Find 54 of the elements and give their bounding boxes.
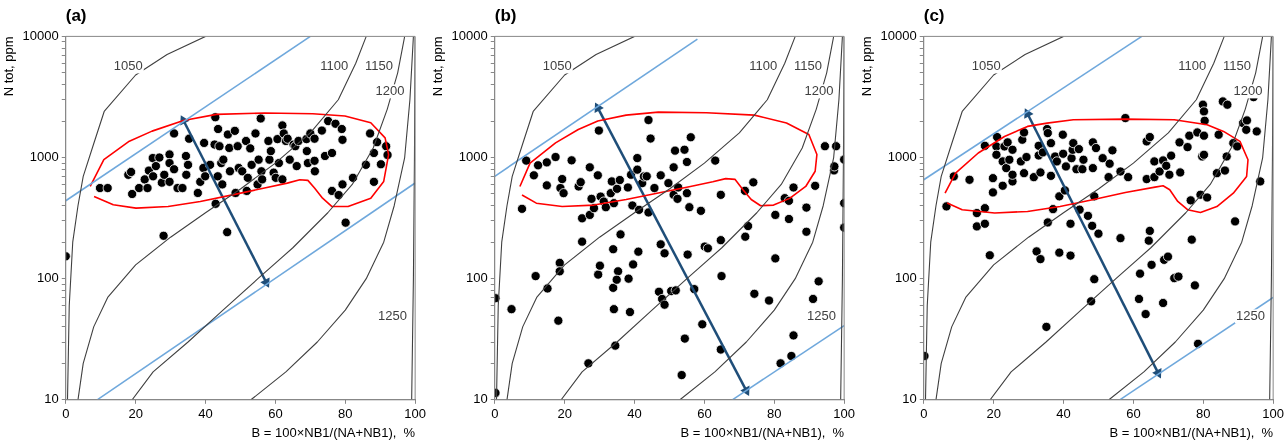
series-label: 1050 [113,57,143,73]
x-tick-label: 20 [557,406,572,422]
series-label: 1200 [804,82,834,98]
x-tick-label: 60 [268,406,283,422]
series-label: 1200 [375,82,405,98]
series-label: 1100 [1178,57,1207,73]
series-label: 1100 [749,57,778,73]
y-tick-label: 100 [466,270,488,286]
y-tick-label: 10000 [22,27,59,43]
x-tick-label: 60 [697,406,712,422]
y-tick-label: 1000 [29,149,59,165]
series-label: 1100 [320,57,349,73]
series-label: 1050 [542,57,572,73]
y-tick-label: 10000 [880,27,917,43]
series-label: 1150 [364,57,393,73]
x-tick-label: 0 [920,406,928,422]
x-tick-label: 80 [1196,406,1211,422]
x-tick-label: 80 [338,406,353,422]
chart-title: (c) [923,5,945,25]
series-label: 1150 [793,57,822,73]
x-axis-title: B = 100×NB1/(NA+NB1), % [680,424,845,440]
y-tick-label: 100 [895,270,917,286]
y-axis-title: N tot, ppm [430,36,446,97]
x-tick-label: 40 [1056,406,1071,422]
x-tick-label: 20 [128,406,143,422]
series-label: 1200 [1233,82,1263,98]
x-tick-label: 60 [1126,406,1141,422]
chart-title: (a) [65,5,87,25]
series-label: 1250 [377,307,407,323]
x-tick-label: 100 [833,406,856,422]
y-tick-label: 10 [44,391,59,407]
x-tick-label: 80 [767,406,782,422]
x-tick-label: 0 [62,406,70,422]
x-tick-label: 40 [627,406,642,422]
series-label: 1150 [1222,57,1251,73]
x-tick-label: 40 [198,406,213,422]
y-tick-label: 1000 [887,149,917,165]
x-axis-title: B = 100×NB1/(NA+NB1), % [1109,424,1274,440]
series-label: 1050 [971,57,1001,73]
series-label: 1250 [806,307,836,323]
y-tick-label: 10 [473,391,488,407]
y-tick-label: 100 [37,270,59,286]
y-axis-title: N tot, ppm [1,36,17,97]
x-tick-label: 100 [404,406,427,422]
x-tick-label: 100 [1262,406,1285,422]
series-label: 1250 [1235,307,1265,323]
y-tick-label: 10000 [451,27,488,43]
y-tick-label: 10 [902,391,917,407]
x-tick-label: 0 [491,406,499,422]
x-axis-title: B = 100×NB1/(NA+NB1), % [251,424,416,440]
y-tick-label: 1000 [458,149,488,165]
y-axis-title: N tot, ppm [859,36,875,97]
x-tick-label: 20 [986,406,1001,422]
chart-title: (b) [494,5,517,25]
